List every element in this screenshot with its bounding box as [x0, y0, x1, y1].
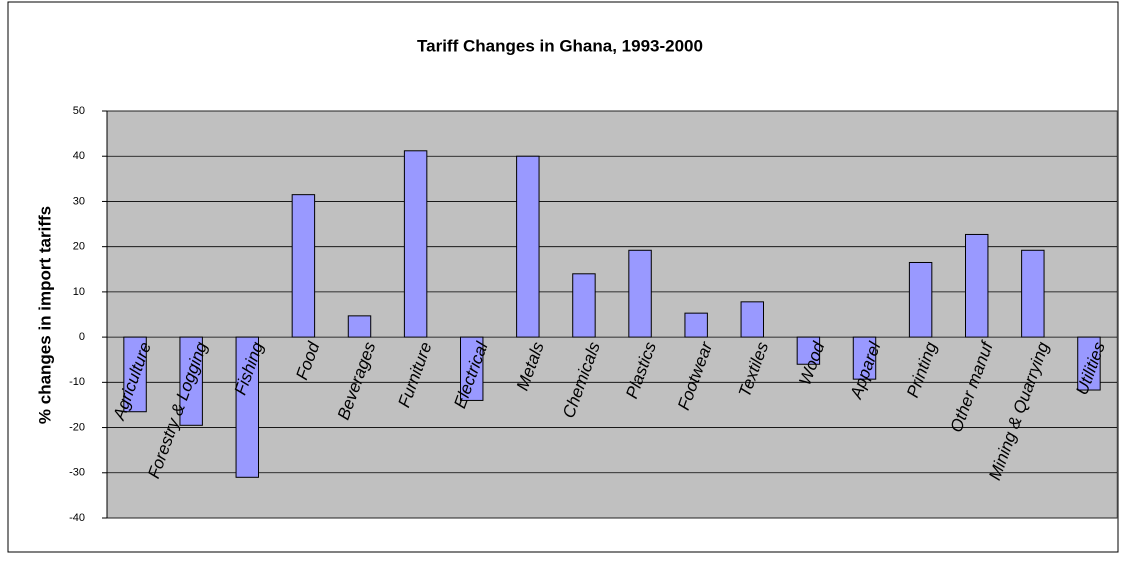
y-tick-label: -40	[69, 512, 85, 524]
bar	[796, 336, 821, 365]
y-tick-label: 20	[73, 241, 85, 253]
y-tick-label: -30	[69, 467, 85, 479]
bar	[852, 336, 877, 380]
bar	[740, 301, 764, 338]
bar	[460, 336, 484, 401]
y-tick-label: 50	[73, 105, 85, 117]
bar	[1021, 249, 1045, 338]
chart-title: Tariff Changes in Ghana, 1993-2000	[417, 36, 703, 55]
bar	[1077, 336, 1101, 391]
y-tick-label: 0	[79, 331, 85, 343]
bar	[347, 315, 372, 338]
bar	[908, 261, 933, 338]
bar	[235, 336, 260, 478]
bar	[516, 155, 540, 338]
bar	[123, 336, 147, 413]
y-tick-label: 10	[73, 286, 85, 298]
y-tick-label: 40	[73, 150, 85, 162]
y-axis-title: % changes in import tariffs	[35, 206, 54, 424]
bar	[965, 233, 989, 338]
bar	[628, 249, 652, 338]
bar	[179, 336, 203, 426]
y-tick-label: 30	[73, 195, 85, 207]
y-tick-label: -20	[69, 421, 85, 433]
bar	[572, 273, 596, 338]
y-tick-label: -10	[69, 376, 85, 388]
bar	[291, 194, 316, 338]
bar	[403, 150, 428, 338]
plot-area	[106, 110, 1118, 519]
bar	[684, 312, 708, 338]
